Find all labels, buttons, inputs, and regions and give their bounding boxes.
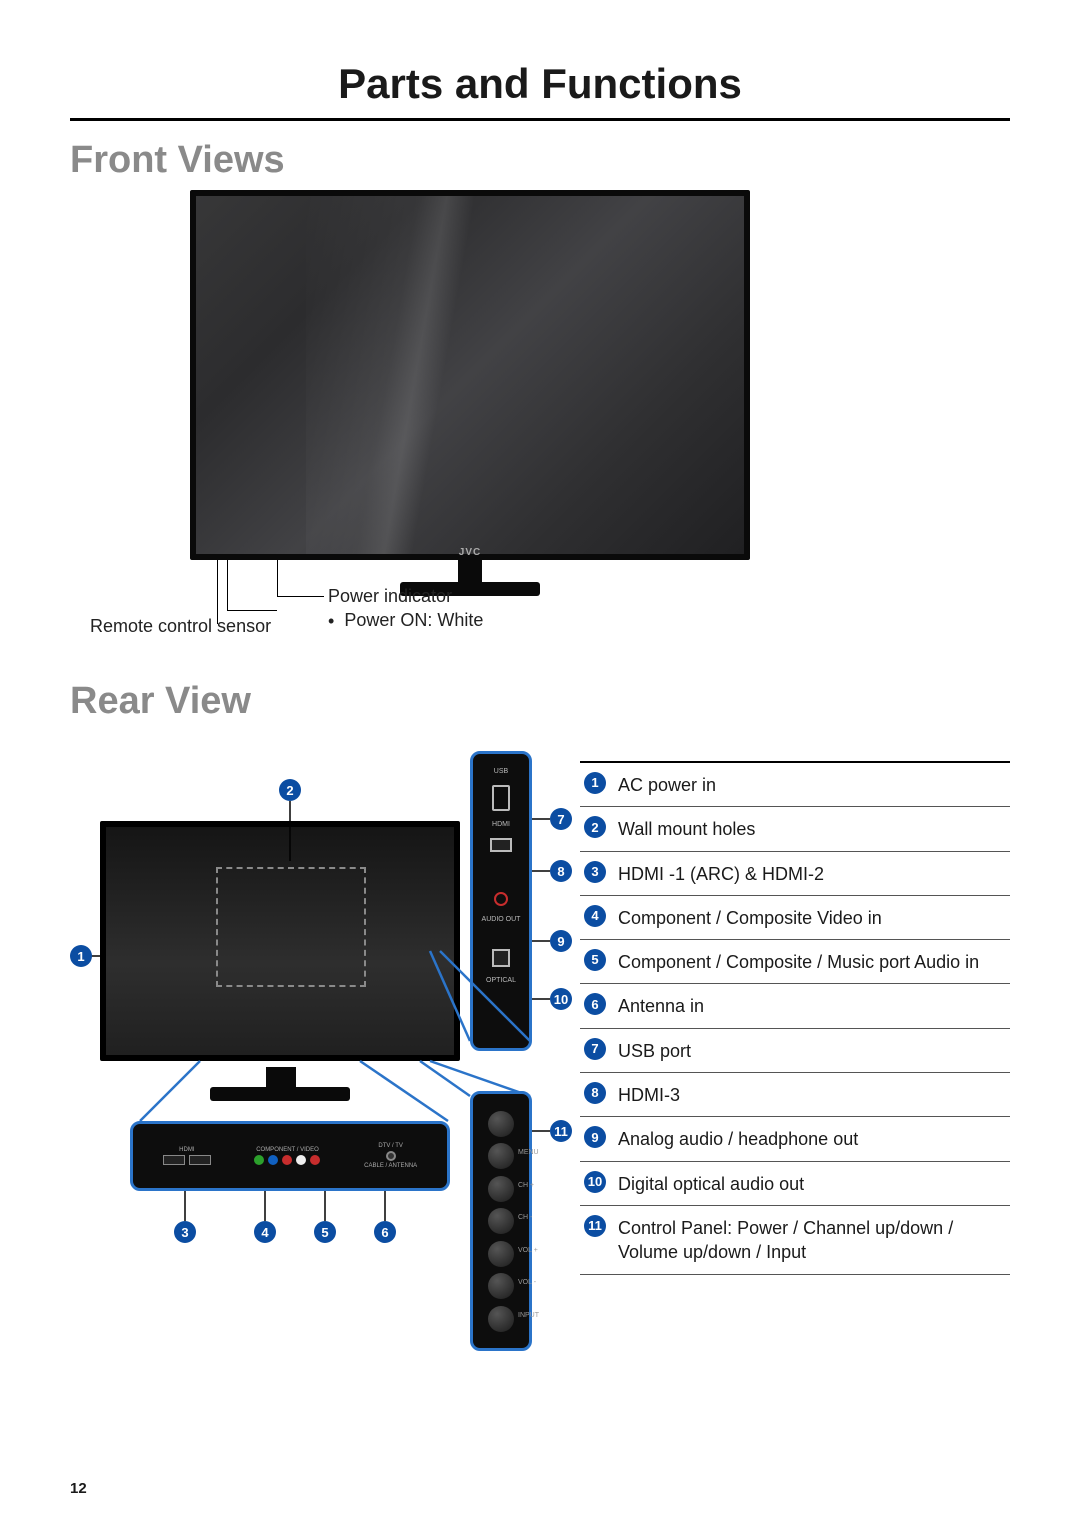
wall-mount-holes [216, 867, 366, 987]
comp-pb-icon [268, 1155, 278, 1165]
bp-label-component: COMPONENT / VIDEO [256, 1147, 319, 1153]
legend-row: 7 USB port [580, 1029, 1010, 1073]
comp-y-icon [254, 1155, 264, 1165]
callout-line [277, 560, 278, 596]
callout-badge-3: 3 [174, 1221, 196, 1243]
ch-down-button-icon: CH - [488, 1208, 514, 1234]
legend-text: Antenna in [618, 993, 704, 1018]
legend-row: 9 Analog audio / headphone out [580, 1117, 1010, 1161]
rear-legend: 1 AC power in 2 Wall mount holes 3 HDMI -1 … [580, 761, 1010, 1275]
usb-port-icon [492, 785, 510, 811]
power-on-label: • Power ON: White [328, 610, 483, 632]
callout-badge-9: 9 [550, 930, 572, 952]
comp-pr-icon [282, 1155, 292, 1165]
legend-badge: 5 [584, 949, 606, 971]
legend-badge: 9 [584, 1126, 606, 1148]
bottom-port-panel: HDMI COMPONENT / VIDEO DTV / TV CABLE / … [130, 1121, 450, 1191]
callout-badge-6: 6 [374, 1221, 396, 1243]
antenna-port-icon [386, 1151, 396, 1161]
callout-line [217, 560, 218, 624]
remote-sensor-label: Remote control sensor [90, 616, 271, 637]
bp-label-dtv: DTV / TV [378, 1143, 403, 1149]
legend-badge: 11 [584, 1215, 606, 1237]
legend-row: 1 AC power in [580, 763, 1010, 807]
legend-text: Component / Composite / Music port Audio… [618, 949, 979, 974]
audio-r-icon [310, 1155, 320, 1165]
legend-badge: 6 [584, 993, 606, 1015]
legend-row: 6 Antenna in [580, 984, 1010, 1028]
rear-stand-base [210, 1087, 350, 1101]
callout-badge-5: 5 [314, 1221, 336, 1243]
callout-badge-2: 2 [279, 779, 301, 801]
callout-line [227, 610, 277, 611]
port-label-optical: OPTICAL [486, 977, 516, 984]
callout-badge-8: 8 [550, 860, 572, 882]
legend-badge: 3 [584, 861, 606, 883]
bp-label-hdmi: HDMI [179, 1147, 194, 1153]
tv-front: JVC [190, 190, 750, 560]
legend-row: 2 Wall mount holes [580, 807, 1010, 851]
legend-text: HDMI -1 (ARC) & HDMI-2 [618, 861, 824, 886]
legend-text: Control Panel: Power / Channel up/down /… [618, 1215, 1006, 1265]
hdmi3-port-icon [490, 838, 512, 852]
rear-section-title: Rear View [70, 680, 1010, 723]
legend-row: 8 HDMI-3 [580, 1073, 1010, 1117]
front-view-figure: JVC Remote control sensor Power indicato… [70, 190, 1010, 650]
callout-line [277, 596, 324, 597]
legend-row: 11 Control Panel: Power / Channel up/down… [580, 1206, 1010, 1275]
side-port-panel: USB HDMI AUDIO OUT OPTICAL [470, 751, 532, 1051]
legend-text: USB port [618, 1038, 691, 1063]
legend-row: 3 HDMI -1 (ARC) & HDMI-2 [580, 852, 1010, 896]
input-button-icon: INPUT [488, 1306, 514, 1332]
legend-badge: 10 [584, 1171, 606, 1193]
legend-text: Wall mount holes [618, 816, 755, 841]
bullet-icon: • [328, 610, 334, 632]
power-button-icon [488, 1111, 514, 1137]
legend-text: Analog audio / headphone out [618, 1126, 858, 1151]
ch-up-button-icon: CH + [488, 1176, 514, 1202]
vol-up-button-icon: VOL + [488, 1241, 514, 1267]
legend-badge: 7 [584, 1038, 606, 1060]
page-number: 12 [70, 1480, 87, 1497]
audio-l-icon [296, 1155, 306, 1165]
callout-badge-1: 1 [70, 945, 92, 967]
legend-text: HDMI-3 [618, 1082, 680, 1107]
callout-badge-10: 10 [550, 988, 572, 1010]
port-label-audio: AUDIO OUT [482, 916, 521, 923]
bp-label-ant: CABLE / ANTENNA [364, 1163, 417, 1169]
power-indicator-label: Power indicator [328, 586, 452, 607]
callout-badge-11: 11 [550, 1120, 572, 1142]
legend-badge: 2 [584, 816, 606, 838]
legend-row: 5 Component / Composite / Music port Audi… [580, 940, 1010, 984]
hdmi1-port-icon [163, 1155, 185, 1165]
callout-badge-4: 4 [254, 1221, 276, 1243]
port-label-usb: USB [494, 768, 508, 775]
callout-badge-7: 7 [550, 808, 572, 830]
page-title: Parts and Functions [70, 60, 1010, 121]
legend-row: 4 Component / Composite Video in [580, 896, 1010, 940]
control-button-panel: MENU CH + CH - VOL + VOL - INPUT [470, 1091, 532, 1351]
legend-text: Digital optical audio out [618, 1171, 804, 1196]
rear-view-figure: USB HDMI AUDIO OUT OPTICAL [70, 731, 1010, 1391]
legend-badge: 8 [584, 1082, 606, 1104]
optical-port-icon [492, 949, 510, 967]
tv-screen [196, 196, 744, 554]
callout-line [227, 560, 228, 610]
hdmi2-port-icon [189, 1155, 211, 1165]
legend-badge: 4 [584, 905, 606, 927]
legend-text: AC power in [618, 772, 716, 797]
port-label-hdmi: HDMI [492, 821, 510, 828]
legend-badge: 1 [584, 772, 606, 794]
legend-row: 10 Digital optical audio out [580, 1162, 1010, 1206]
tv-brand-logo: JVC [459, 547, 481, 558]
tv-rear [100, 821, 460, 1061]
vol-down-button-icon: VOL - [488, 1273, 514, 1299]
menu-button-icon: MENU [488, 1143, 514, 1169]
audio-jack-icon [494, 892, 508, 906]
legend-text: Component / Composite Video in [618, 905, 882, 930]
power-on-text: Power ON: White [344, 610, 483, 631]
front-section-title: Front Views [70, 139, 1010, 182]
